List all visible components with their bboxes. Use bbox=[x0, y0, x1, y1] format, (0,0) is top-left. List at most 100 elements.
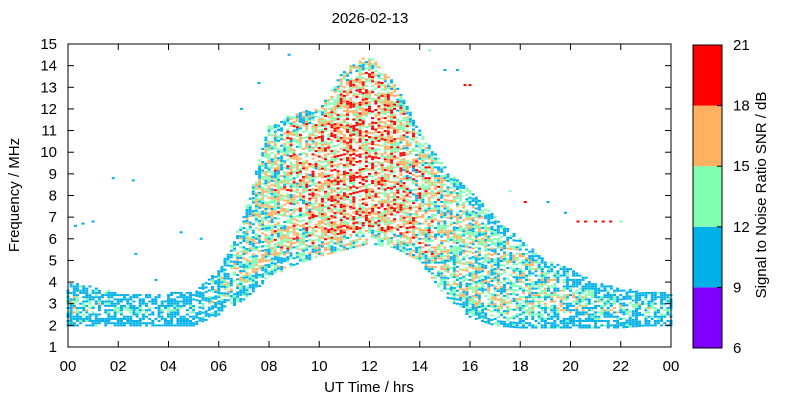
data-point bbox=[443, 194, 447, 197]
data-point bbox=[286, 154, 290, 157]
data-point bbox=[421, 214, 425, 216]
data-point bbox=[383, 93, 387, 96]
data-point bbox=[496, 240, 500, 243]
data-point bbox=[358, 214, 362, 217]
data-point bbox=[355, 141, 359, 144]
data-point bbox=[383, 179, 387, 182]
data-point bbox=[267, 155, 271, 158]
data-point bbox=[440, 240, 444, 242]
data-point bbox=[201, 294, 205, 297]
data-point bbox=[233, 250, 236, 252]
data-point bbox=[342, 183, 346, 186]
data-point bbox=[374, 180, 378, 183]
data-point bbox=[361, 178, 365, 181]
data-point bbox=[223, 260, 227, 262]
data-point bbox=[481, 278, 485, 281]
data-point bbox=[251, 192, 255, 195]
data-point bbox=[358, 71, 362, 74]
data-point bbox=[254, 270, 258, 273]
data-point bbox=[399, 128, 403, 131]
data-point bbox=[258, 170, 262, 173]
data-point bbox=[355, 109, 359, 111]
data-point bbox=[358, 235, 362, 238]
data-point bbox=[339, 136, 343, 139]
data-point bbox=[459, 268, 463, 271]
data-point bbox=[468, 196, 472, 199]
data-point bbox=[380, 112, 384, 115]
data-point bbox=[333, 119, 337, 121]
data-point bbox=[459, 292, 463, 295]
data-point bbox=[386, 208, 390, 211]
data-point bbox=[336, 226, 340, 229]
data-point bbox=[430, 159, 434, 162]
data-point bbox=[195, 299, 199, 302]
data-point bbox=[449, 288, 453, 291]
data-point bbox=[280, 207, 284, 210]
data-point bbox=[364, 145, 368, 148]
data-point bbox=[386, 145, 390, 148]
data-point bbox=[358, 140, 362, 143]
data-point bbox=[468, 229, 472, 232]
data-point bbox=[352, 231, 356, 233]
data-point bbox=[547, 307, 550, 309]
data-point bbox=[339, 197, 343, 200]
data-point bbox=[509, 260, 513, 263]
data-point bbox=[383, 190, 387, 193]
data-point bbox=[415, 158, 419, 161]
data-point bbox=[270, 236, 274, 239]
data-point bbox=[380, 244, 384, 247]
data-point bbox=[427, 162, 431, 164]
data-point bbox=[462, 258, 466, 261]
data-point bbox=[110, 294, 114, 297]
data-point bbox=[236, 252, 240, 255]
data-point bbox=[430, 168, 434, 171]
data-point bbox=[430, 276, 434, 279]
data-point bbox=[528, 265, 532, 268]
data-point bbox=[311, 177, 315, 180]
data-point bbox=[116, 307, 120, 309]
data-point bbox=[91, 298, 95, 301]
data-point bbox=[148, 317, 152, 320]
data-point bbox=[148, 296, 152, 299]
data-point bbox=[499, 242, 503, 245]
data-point bbox=[273, 176, 277, 179]
data-point bbox=[383, 201, 387, 204]
data-point bbox=[449, 284, 453, 287]
data-point bbox=[79, 302, 83, 305]
data-point bbox=[261, 225, 265, 228]
data-point bbox=[327, 114, 331, 117]
data-point bbox=[302, 117, 305, 120]
data-point bbox=[342, 125, 346, 128]
data-point bbox=[264, 225, 268, 228]
data-point bbox=[455, 270, 459, 273]
data-point bbox=[390, 226, 393, 229]
data-point bbox=[229, 295, 233, 298]
data-point bbox=[182, 296, 186, 299]
data-point bbox=[452, 256, 456, 259]
data-point bbox=[386, 124, 390, 127]
data-point bbox=[512, 276, 516, 279]
data-point bbox=[333, 86, 337, 89]
data-point bbox=[364, 175, 368, 178]
data-point bbox=[430, 151, 434, 154]
data-point bbox=[189, 291, 192, 294]
data-point bbox=[459, 283, 463, 286]
data-point bbox=[443, 216, 447, 219]
data-point bbox=[496, 259, 500, 262]
data-point bbox=[280, 155, 284, 158]
data-point bbox=[349, 67, 353, 70]
data-point bbox=[355, 124, 359, 127]
data-point bbox=[380, 203, 384, 206]
data-point bbox=[490, 249, 494, 252]
data-point bbox=[399, 163, 403, 166]
data-point bbox=[371, 203, 375, 206]
data-point bbox=[481, 222, 485, 225]
data-point bbox=[302, 124, 305, 127]
data-point bbox=[440, 235, 444, 238]
data-point bbox=[418, 233, 422, 236]
data-point bbox=[418, 153, 422, 156]
data-point bbox=[462, 290, 466, 293]
data-point bbox=[455, 196, 459, 199]
data-point bbox=[339, 223, 343, 226]
data-point bbox=[371, 182, 375, 185]
